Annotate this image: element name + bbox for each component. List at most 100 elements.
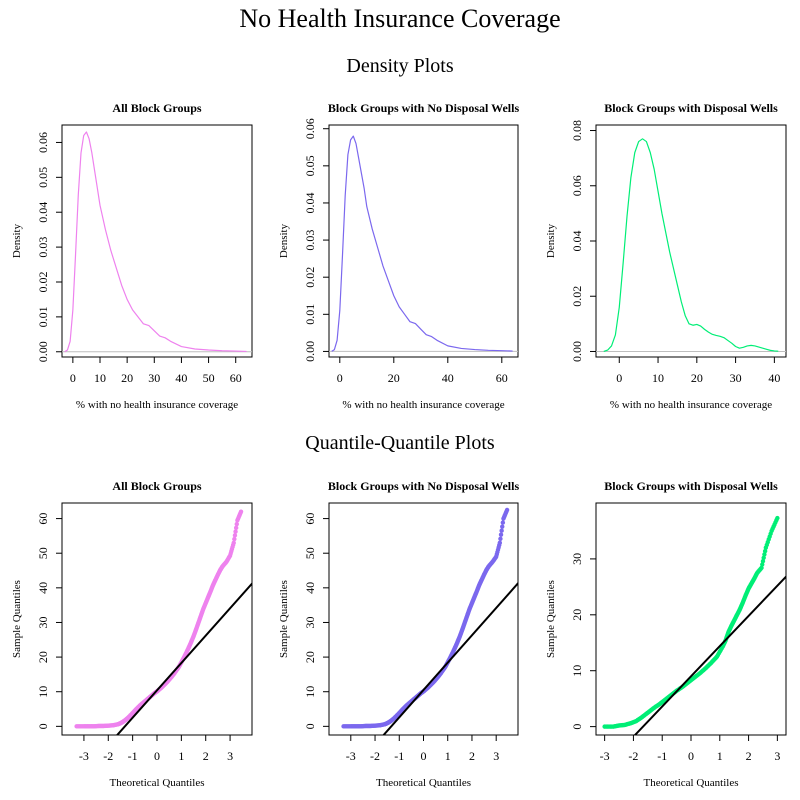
- y-axis-label: Sample Quantiles: [11, 580, 23, 658]
- y-axis-label: Density: [545, 223, 557, 258]
- y-tick-label: 30: [570, 553, 584, 565]
- x-tick-label: -2: [628, 749, 638, 763]
- y-tick-label: 0: [303, 723, 317, 729]
- y-tick-label: 40: [36, 582, 50, 594]
- qq-point: [500, 520, 506, 525]
- x-tick-label: -1: [128, 749, 138, 763]
- qq-point: [499, 528, 504, 533]
- y-tick-label: 0.05: [303, 155, 317, 176]
- plot-frame: [61, 124, 253, 358]
- x-tick-label: 60: [230, 371, 242, 385]
- x-tick-label: 3: [227, 749, 233, 763]
- chart-panel-4: All Block Groups-3 -2 -1 0 1 2 30102030405060T…: [11, 479, 253, 789]
- qq-point: [498, 536, 503, 541]
- y-tick-label: 0.04: [303, 192, 317, 213]
- x-tick-label: -2: [103, 749, 113, 763]
- y-tick-label: 0.08: [570, 120, 584, 141]
- y-tick-label: 0.00: [570, 341, 584, 362]
- y-axis-label: Density: [11, 223, 23, 258]
- y-tick-label: 0.05: [36, 167, 50, 188]
- qq-point: [504, 507, 510, 513]
- qq-point: [760, 558, 766, 564]
- y-tick-label: 0.04: [570, 231, 584, 252]
- plot-frame: [328, 502, 519, 736]
- chart-panel-1: All Block Groups 0 10 20 30 40 50 60 0.00 0.01 0.0…: [11, 101, 253, 411]
- x-tick-label: 50: [203, 371, 215, 385]
- x-tick-label: 30: [730, 371, 742, 385]
- x-tick-label: 40: [768, 371, 780, 385]
- y-tick-label: 0.04: [36, 202, 50, 223]
- y-tick-label: 0.02: [570, 286, 584, 307]
- qq-point: [233, 525, 239, 531]
- qq-point: [234, 521, 239, 527]
- x-tick-label: 60: [496, 371, 508, 385]
- density-curve: [64, 131, 247, 353]
- x-tick-label: -1: [394, 749, 404, 763]
- y-tick-label: 0: [570, 724, 584, 730]
- x-tick-label: -3: [600, 749, 610, 763]
- x-tick-label: 40: [442, 371, 454, 385]
- qq-reference-line: [115, 582, 252, 735]
- qq-point: [497, 540, 503, 546]
- qq-section-title: Quantile-Quantile Plots: [305, 432, 495, 454]
- chart-panel-6: Block Groups with Disposal Wells -3 -2 -1 0 1…: [545, 479, 787, 789]
- x-tick-label: 20: [121, 371, 133, 385]
- x-tick-label: 0: [154, 749, 160, 763]
- panel-title: Block Groups with No Disposal Wells: [328, 101, 520, 115]
- x-axis-label: Theoretical Quantiles: [376, 777, 471, 789]
- chart-panel-2: Block Groups with No Disposal Wells 0 20 40…: [278, 101, 519, 411]
- x-tick-label: 2: [469, 749, 475, 763]
- x-tick-label: 1: [717, 749, 723, 763]
- y-tick-label: 50: [36, 547, 50, 559]
- x-tick-label: 10: [652, 371, 664, 385]
- y-tick-label: 0.03: [303, 230, 317, 251]
- x-tick-label: 20: [388, 371, 400, 385]
- y-tick-label: 10: [303, 686, 317, 698]
- x-tick-label: 1: [445, 749, 451, 763]
- qq-point: [760, 562, 765, 567]
- qq-point: [233, 529, 238, 534]
- y-tick-label: 20: [303, 651, 317, 663]
- panel-title: All Block Groups: [112, 479, 201, 493]
- x-tick-label: 40: [175, 371, 187, 385]
- panel-title: Block Groups with Disposal Wells: [604, 101, 778, 115]
- plot-frame: [595, 502, 787, 736]
- density-curve: [331, 135, 513, 352]
- x-tick-label: -2: [370, 749, 380, 763]
- density-section-title: Density Plots: [346, 55, 454, 77]
- y-tick-label: 40: [303, 582, 317, 594]
- x-tick-label: 30: [148, 371, 160, 385]
- qq-point: [500, 524, 505, 529]
- x-axis-label: Theoretical Quantiles: [644, 777, 739, 789]
- x-axis-label: % with no health insurance coverage: [610, 399, 772, 411]
- panel-title: All Block Groups: [112, 101, 201, 115]
- y-tick-label: 60: [303, 513, 317, 525]
- y-axis-label: Density: [278, 223, 290, 258]
- qq-point: [762, 548, 768, 554]
- x-tick-label: -3: [79, 749, 89, 763]
- y-tick-label: 20: [570, 609, 584, 621]
- y-tick-label: 0.00: [36, 341, 50, 362]
- qq-reference-line: [382, 581, 518, 735]
- x-tick-label: 10: [94, 371, 106, 385]
- y-tick-label: 0.06: [570, 175, 584, 196]
- x-tick-label: 3: [493, 749, 499, 763]
- figure-title: No Health Insurance Coverage: [239, 4, 561, 33]
- x-tick-label: 2: [203, 749, 209, 763]
- qq-point: [232, 533, 238, 538]
- y-tick-label: 0.02: [36, 271, 50, 292]
- y-tick-label: 30: [303, 616, 317, 628]
- y-tick-label: 30: [36, 616, 50, 628]
- y-tick-label: 10: [570, 665, 584, 677]
- chart-panel-3: Block Groups with Disposal Wells 0 10 20 30 4…: [545, 101, 787, 411]
- y-tick-label: 0.06: [36, 132, 50, 153]
- y-tick-label: 0.00: [303, 341, 317, 362]
- x-tick-label: 0: [421, 749, 427, 763]
- x-tick-label: 0: [688, 749, 694, 763]
- x-tick-label: 20: [691, 371, 703, 385]
- plot-frame: [61, 502, 253, 736]
- qq-point: [231, 540, 236, 546]
- y-tick-label: 10: [36, 686, 50, 698]
- x-tick-label: 3: [774, 749, 780, 763]
